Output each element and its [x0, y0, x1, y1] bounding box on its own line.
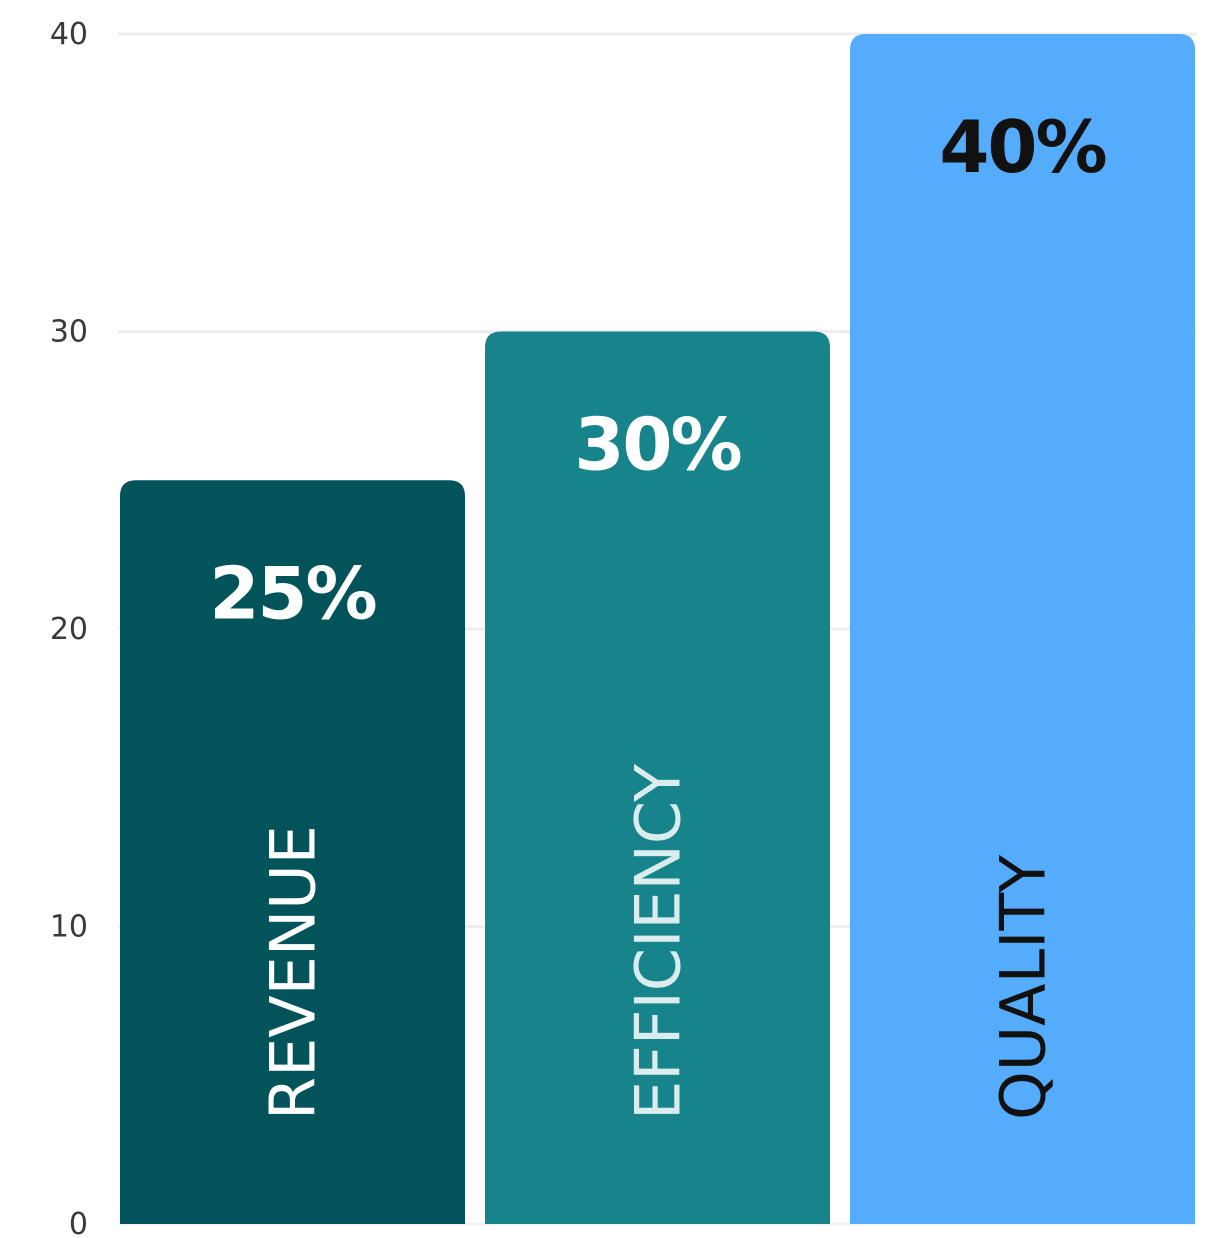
category-label: REVENUE [257, 825, 330, 1120]
bars: 25% REVENUE 30% EFFICIENCY 40% QUALITY [120, 34, 1195, 1224]
value-label: 30% [574, 403, 740, 487]
y-tick-label: 10 [50, 910, 88, 945]
y-tick-label: 20 [50, 612, 88, 647]
bar-revenue [120, 480, 465, 1224]
value-label: 25% [209, 551, 375, 635]
y-tick-label: 30 [50, 315, 88, 350]
y-tick-label: 0 [69, 1207, 88, 1238]
category-label: QUALITY [987, 855, 1060, 1120]
bar-efficiency [485, 331, 830, 1224]
category-label: EFFICIENCY [622, 764, 695, 1120]
value-label: 40% [939, 105, 1105, 189]
bar-quality [850, 34, 1195, 1224]
y-tick-label: 40 [50, 17, 88, 52]
y-axis: 0 10 20 30 40 [50, 17, 88, 1238]
